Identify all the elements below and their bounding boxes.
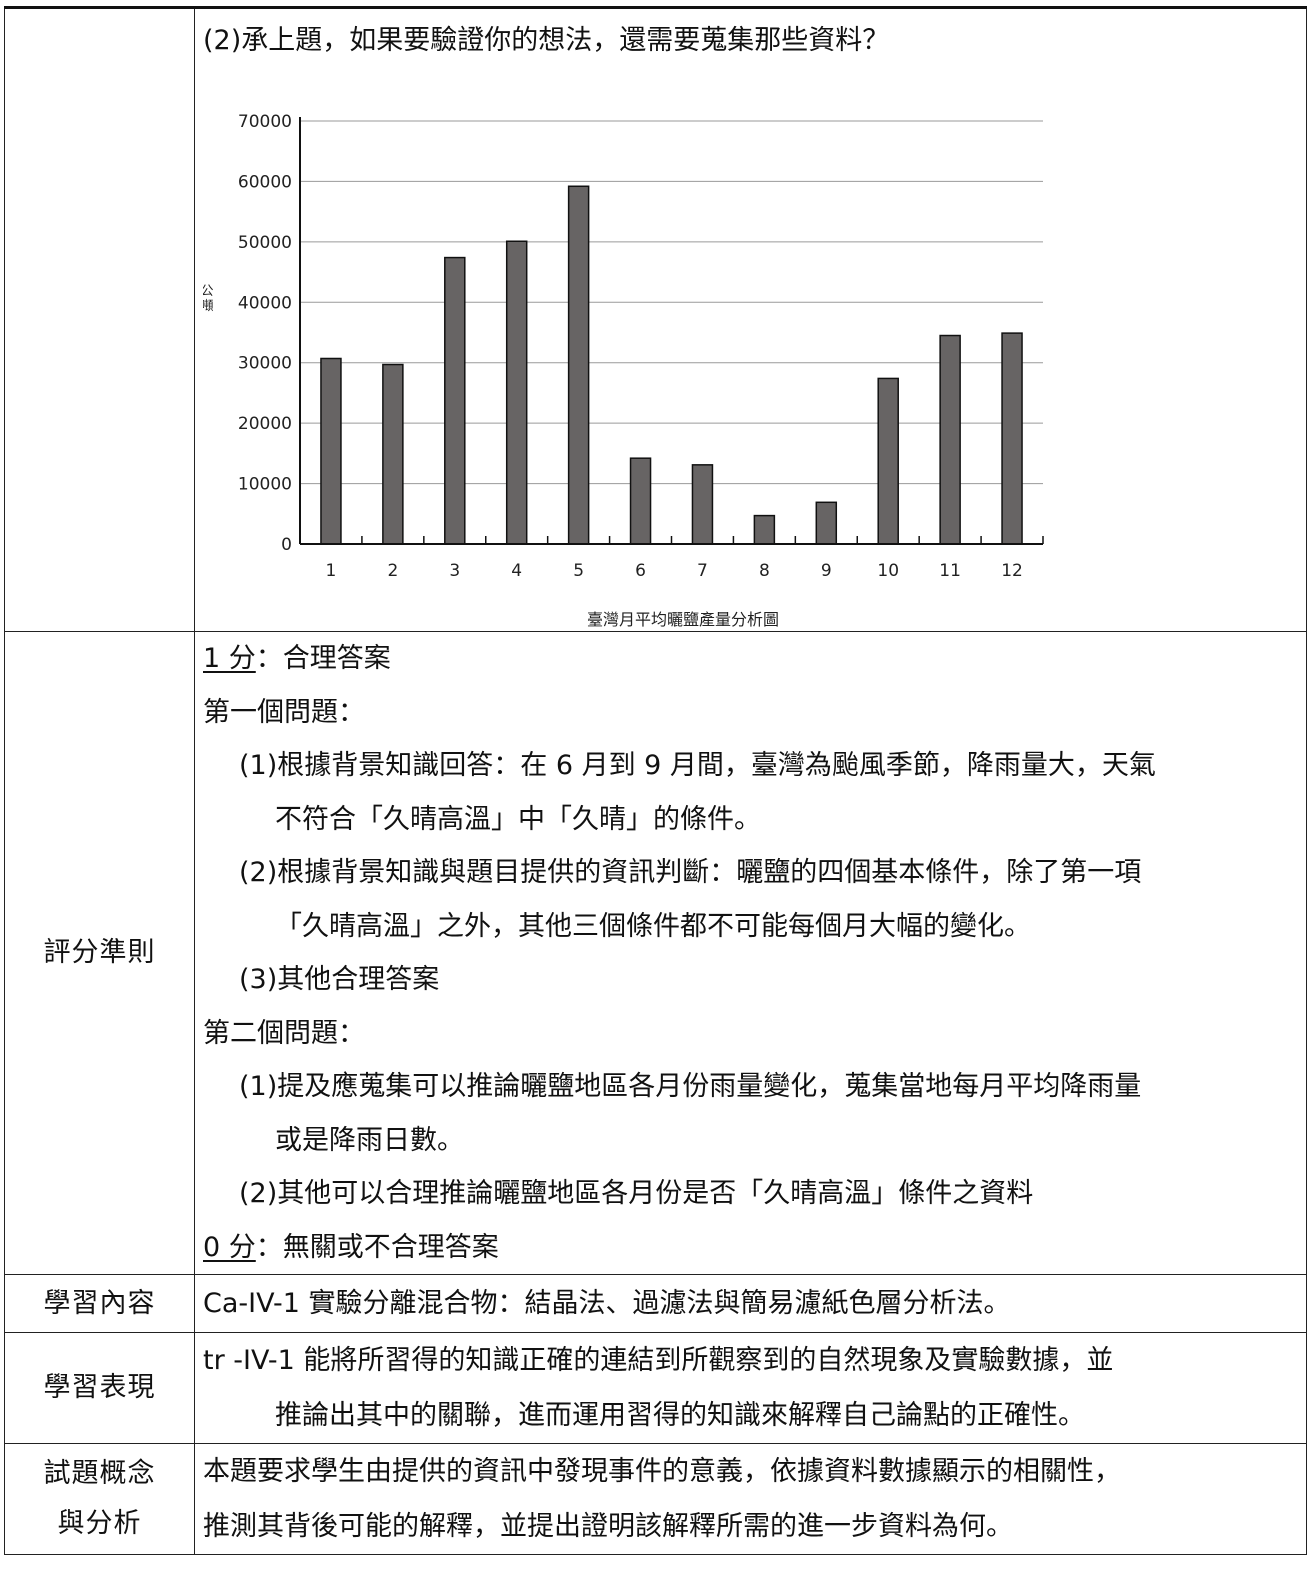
q2-item-1-cont: 或是降雨日數。 [275,1124,464,1156]
bar-5 [567,185,590,545]
chart-bars [320,185,1023,545]
x-tick-label: 12 [1001,561,1023,581]
y-tick-label: 0 [281,535,292,555]
y-tick-label: 70000 [238,112,292,132]
x-tick-label: 7 [697,561,708,581]
analysis-row: 試題概念 與分析 本題要求學生由提供的資訊中發現事件的意義，依據資料數據顯示的相… [4,1443,1307,1555]
score-0-text: ：無關或不合理答案 [255,1231,499,1263]
rubric-row: 評分準則 1 分：合理答案 第一個問題： (1)根據背景知識回答：在 6 月到 … [4,631,1307,1275]
performance-row: 學習表現 tr -IV-1 能將所習得的知識正確的連結到所觀察到的自然現象及實驗… [4,1332,1307,1444]
chart-grid [300,120,1043,485]
content-text: Ca-IV-1 實驗分離混合物：結晶法、過濾法與簡易濾紙色層分析法。 [194,1274,1307,1333]
empty-label-cell [4,6,195,632]
bar-4 [505,240,528,545]
y-tick-label: 30000 [238,354,292,374]
analysis-line-1: 本題要求學生由提供的資訊中發現事件的意義，依據資料數據顯示的相關性， [203,1456,1121,1487]
bar-2 [382,363,404,545]
x-tick-label: 6 [635,561,646,581]
bar-6 [629,457,652,545]
bar-12 [1001,332,1023,545]
x-tick-label: 8 [759,561,770,581]
question-row: (2)承上題，如果要驗證你的想法，還需要蒐集那些資料？ 0 10000 20000 3… [4,6,1308,632]
q1-item-1-cont: 不符合「久晴高溫」中「久晴」的條件。 [275,803,761,835]
x-tick-label: 2 [387,561,398,581]
x-tick-label: 5 [573,561,584,581]
question-text: (2)承上題，如果要驗證你的想法，還需要蒐集那些資料？ [203,25,890,56]
y-tick-label: 40000 [238,293,292,313]
x-tick-label: 3 [449,561,460,581]
content-label: 學習內容 [4,1274,195,1333]
bar-10 [877,377,899,545]
assessment-table: (2)承上題，如果要驗證你的想法，還需要蒐集那些資料？ 0 10000 20000 3… [4,6,1307,1555]
analysis-cell: 本題要求學生由提供的資訊中發現事件的意義，依據資料數據顯示的相關性， 推測其背後… [194,1443,1307,1555]
performance-line-2: 推論出其中的關聯，進而運用習得的知識來解釋自己論點的正確性。 [275,1400,1085,1431]
x-tick-label: 11 [939,561,961,581]
x-tick-label: 1 [326,561,337,581]
bar-7 [691,464,714,545]
q1-item-2: (2)根據背景知識與題目提供的資訊判斷：曬鹽的四個基本條件，除了第一項 [239,857,1142,888]
content-row: 學習內容 Ca-IV-1 實驗分離混合物：結晶法、過濾法與簡易濾紙色層分析法。 [4,1274,1307,1333]
rubric-label: 評分準則 [4,631,195,1275]
analysis-line-2: 推測其背後可能的解釋，並提出證明該解釋所需的進一步資料為何。 [203,1511,1013,1542]
bar-8 [753,514,776,545]
chart-axes [299,117,1044,545]
q1-item-1: (1)根據背景知識回答：在 6 月到 9 月間，臺灣為颱風季節，降雨量大，天氣 [239,750,1156,781]
q1-item-3: (3)其他合理答案 [239,964,440,995]
rubric-cell: 1 分：合理答案 第一個問題： (1)根據背景知識回答：在 6 月到 9 月間，… [194,631,1307,1275]
x-tick-label: 9 [821,561,832,581]
score-1-label: 1 分 [203,643,256,674]
x-tick-labels: 1 2 3 4 5 6 7 8 9 10 11 12 [326,561,1023,581]
y-tick-labels: 0 10000 20000 30000 40000 50000 60000 70000 [238,112,292,555]
score-1-text: ：合理答案 [255,643,391,674]
question-cell: (2)承上題，如果要驗證你的想法，還需要蒐集那些資料？ 0 10000 20000 3… [194,6,1308,632]
bar-1 [320,357,342,545]
performance-line-1: tr -IV-1 能將所習得的知識正確的連結到所觀察到的自然現象及實驗數據，並 [203,1345,1114,1376]
y-axis-label-part2: 噸 [203,299,214,314]
q2-item-2: (2)其他可以合理推論曬鹽地區各月份是否「久晴高溫」條件之資料 [239,1178,1034,1209]
analysis-label-1: 試題概念 [43,1458,156,1489]
performance-label: 學習表現 [4,1332,195,1444]
analysis-label-2: 與分析 [57,1508,142,1539]
y-tick-label: 10000 [238,475,292,495]
q2-item-1: (1)提及應蒐集可以推論曬鹽地區各月份雨量變化，蒐集當地每月平均降雨量 [239,1071,1142,1102]
bar-11 [939,334,961,545]
y-tick-label: 50000 [238,233,292,253]
y-tick-label: 20000 [238,414,292,434]
q1-item-2-cont: 「久晴高溫」之外，其他三個條件都不可能每個月大幅的變化。 [275,910,1031,942]
score-0-label: 0 分 [203,1231,256,1263]
question-2-title: 第二個問題： [203,1017,365,1049]
y-tick-label: 60000 [238,172,292,192]
y-axis-label-part1: 公 [203,284,214,299]
bar-3 [444,256,466,545]
x-tick-label: 10 [877,561,899,581]
analysis-label-cell: 試題概念 與分析 [4,1443,195,1555]
question-1-title: 第一個問題： [203,696,365,728]
x-tick-label: 4 [511,561,522,581]
chart-title: 臺灣月平均曬鹽產量分析圖 [587,610,779,629]
bar-9 [815,501,838,545]
performance-cell: tr -IV-1 能將所習得的知識正確的連結到所觀察到的自然現象及實驗數據，並 … [194,1332,1307,1444]
